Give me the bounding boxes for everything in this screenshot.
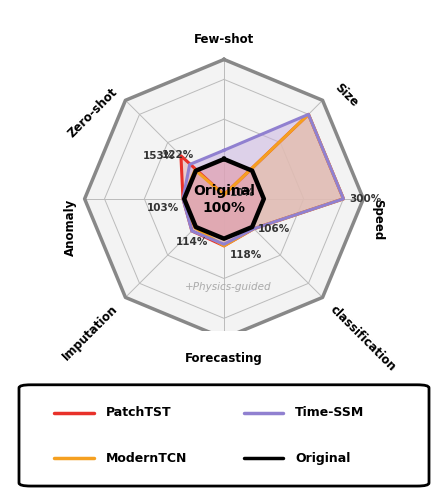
Text: classification: classification (328, 303, 399, 373)
Text: Few-shot: Few-shot (194, 32, 254, 46)
Text: Imputation: Imputation (60, 303, 120, 363)
Polygon shape (183, 114, 344, 244)
Text: Forecasting: Forecasting (185, 352, 263, 365)
Text: 106%: 106% (258, 224, 290, 234)
Text: Original: Original (193, 184, 255, 198)
Text: 103%: 103% (146, 203, 179, 213)
Polygon shape (184, 159, 264, 239)
Text: 300%: 300% (349, 194, 381, 204)
Text: Original: Original (295, 452, 350, 464)
Text: 153%: 153% (143, 151, 175, 161)
Text: PatchTST: PatchTST (106, 406, 171, 419)
Text: +Physics-guided: +Physics-guided (185, 281, 271, 292)
Text: Size: Size (332, 81, 361, 110)
Text: ModernTCN: ModernTCN (106, 452, 187, 464)
Text: Zero-shot: Zero-shot (65, 86, 120, 141)
Polygon shape (181, 114, 344, 246)
Text: 100%: 100% (202, 201, 246, 215)
Text: Speed: Speed (371, 199, 384, 240)
Text: 122%: 122% (162, 151, 194, 160)
Text: Time-SSM: Time-SSM (295, 406, 364, 419)
Text: 118%: 118% (229, 250, 262, 260)
Polygon shape (85, 60, 363, 338)
Text: Anomaly: Anomaly (64, 199, 77, 256)
Text: 10%: 10% (229, 188, 254, 198)
Text: 114%: 114% (176, 237, 208, 246)
FancyBboxPatch shape (19, 385, 429, 486)
Polygon shape (183, 114, 344, 246)
